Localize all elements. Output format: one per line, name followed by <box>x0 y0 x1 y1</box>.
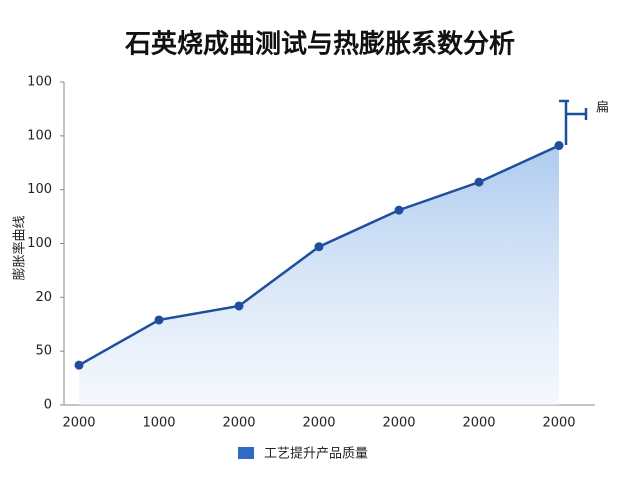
x-tick-label: 2000 <box>222 416 255 431</box>
x-tick-label: 2000 <box>302 416 335 431</box>
x-tick-label: 2000 <box>62 416 95 431</box>
point <box>234 301 244 311</box>
point <box>154 315 164 325</box>
y-tick-label: 100 <box>27 236 52 251</box>
point <box>74 360 84 370</box>
point <box>554 141 564 151</box>
x-tick-label: 2000 <box>382 416 415 431</box>
point <box>474 177 484 187</box>
y-tick-label: 0 <box>44 398 52 413</box>
annotation-bracket <box>559 99 588 145</box>
legend-label: 工艺提升产品质量 <box>264 446 368 462</box>
area <box>79 145 559 406</box>
y-axis-label: 膨胀率曲线 <box>12 215 28 280</box>
y-tick-label: 100 <box>27 128 52 143</box>
annotation: 扁 <box>596 101 609 116</box>
point <box>394 205 404 215</box>
y-tick-label: 100 <box>27 75 52 90</box>
y-tick-label: 20 <box>35 290 52 305</box>
x-tick-label: 2000 <box>462 416 495 431</box>
x-tick-label: 1000 <box>142 416 175 431</box>
chart-title: 石英烧成曲测试与热膨胀系数分析 <box>124 30 515 60</box>
legend-swatch <box>238 447 254 459</box>
x-tick-label: 2000 <box>542 416 575 431</box>
y-tick-label: 50 <box>35 344 52 359</box>
point <box>314 242 324 252</box>
y-tick-label: 100 <box>27 182 52 197</box>
